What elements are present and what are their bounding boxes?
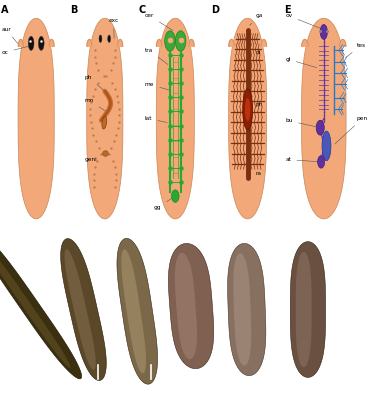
Polygon shape (296, 252, 312, 367)
Text: C: C (139, 4, 146, 14)
Polygon shape (339, 40, 346, 46)
Polygon shape (118, 40, 123, 46)
Polygon shape (302, 18, 346, 219)
Text: B: B (70, 4, 78, 14)
Text: bu: bu (286, 118, 318, 127)
Polygon shape (233, 253, 251, 366)
Polygon shape (227, 244, 266, 376)
Text: F: F (4, 231, 10, 241)
Polygon shape (65, 249, 96, 370)
Polygon shape (0, 244, 70, 368)
Ellipse shape (316, 120, 324, 135)
Text: ov: ov (286, 14, 321, 29)
Text: di: di (250, 50, 260, 62)
Text: ph: ph (85, 75, 108, 94)
Ellipse shape (322, 131, 331, 161)
Polygon shape (121, 249, 146, 373)
Ellipse shape (38, 36, 44, 50)
Ellipse shape (175, 31, 186, 51)
Ellipse shape (28, 36, 34, 50)
Text: ra: ra (248, 169, 261, 176)
Polygon shape (156, 18, 194, 219)
Text: E: E (284, 4, 290, 14)
Text: gl: gl (286, 57, 317, 68)
Polygon shape (229, 40, 234, 46)
Ellipse shape (243, 89, 253, 130)
Polygon shape (87, 18, 123, 219)
Text: exc: exc (108, 18, 119, 38)
Ellipse shape (99, 35, 102, 42)
Polygon shape (189, 40, 194, 46)
Text: me: me (145, 82, 170, 90)
Polygon shape (229, 18, 267, 219)
Ellipse shape (108, 35, 111, 42)
Polygon shape (18, 40, 23, 46)
Polygon shape (302, 40, 308, 46)
Polygon shape (0, 233, 82, 379)
Text: pen: pen (335, 116, 368, 144)
Text: ph: ph (248, 102, 263, 110)
Text: S. polychroa: S. polychroa (280, 388, 313, 393)
Ellipse shape (318, 156, 325, 168)
Text: G. tigrina: G. tigrina (66, 381, 90, 386)
Ellipse shape (165, 31, 175, 51)
Text: mo: mo (85, 98, 108, 112)
Text: oc: oc (1, 46, 29, 55)
Ellipse shape (102, 116, 107, 129)
Text: D. gonocephala: D. gonocephala (2, 388, 43, 393)
Text: D: D (211, 4, 219, 14)
Text: lat: lat (145, 116, 167, 122)
Text: cer: cer (145, 14, 173, 30)
Polygon shape (87, 40, 92, 46)
Ellipse shape (245, 98, 250, 121)
Text: G. dorotocephala: G. dorotocephala (124, 388, 170, 393)
Text: tes: tes (346, 43, 366, 58)
Text: ga: ga (250, 14, 263, 25)
Polygon shape (261, 40, 266, 46)
Polygon shape (61, 238, 106, 380)
Text: geni: geni (85, 153, 105, 162)
Ellipse shape (320, 24, 327, 39)
Text: D. japonica: D. japonica (163, 381, 193, 386)
Polygon shape (175, 253, 197, 359)
Polygon shape (157, 40, 162, 46)
Text: aur: aur (1, 27, 18, 44)
Text: A: A (1, 4, 9, 14)
Text: gg: gg (154, 198, 173, 210)
Polygon shape (117, 238, 158, 384)
Text: S. med.: S. med. (226, 388, 246, 393)
Ellipse shape (171, 190, 179, 202)
Text: tra: tra (145, 48, 168, 64)
Text: at: at (286, 157, 318, 162)
Polygon shape (168, 244, 214, 369)
Polygon shape (290, 242, 325, 377)
Polygon shape (49, 40, 54, 46)
Polygon shape (18, 18, 54, 219)
